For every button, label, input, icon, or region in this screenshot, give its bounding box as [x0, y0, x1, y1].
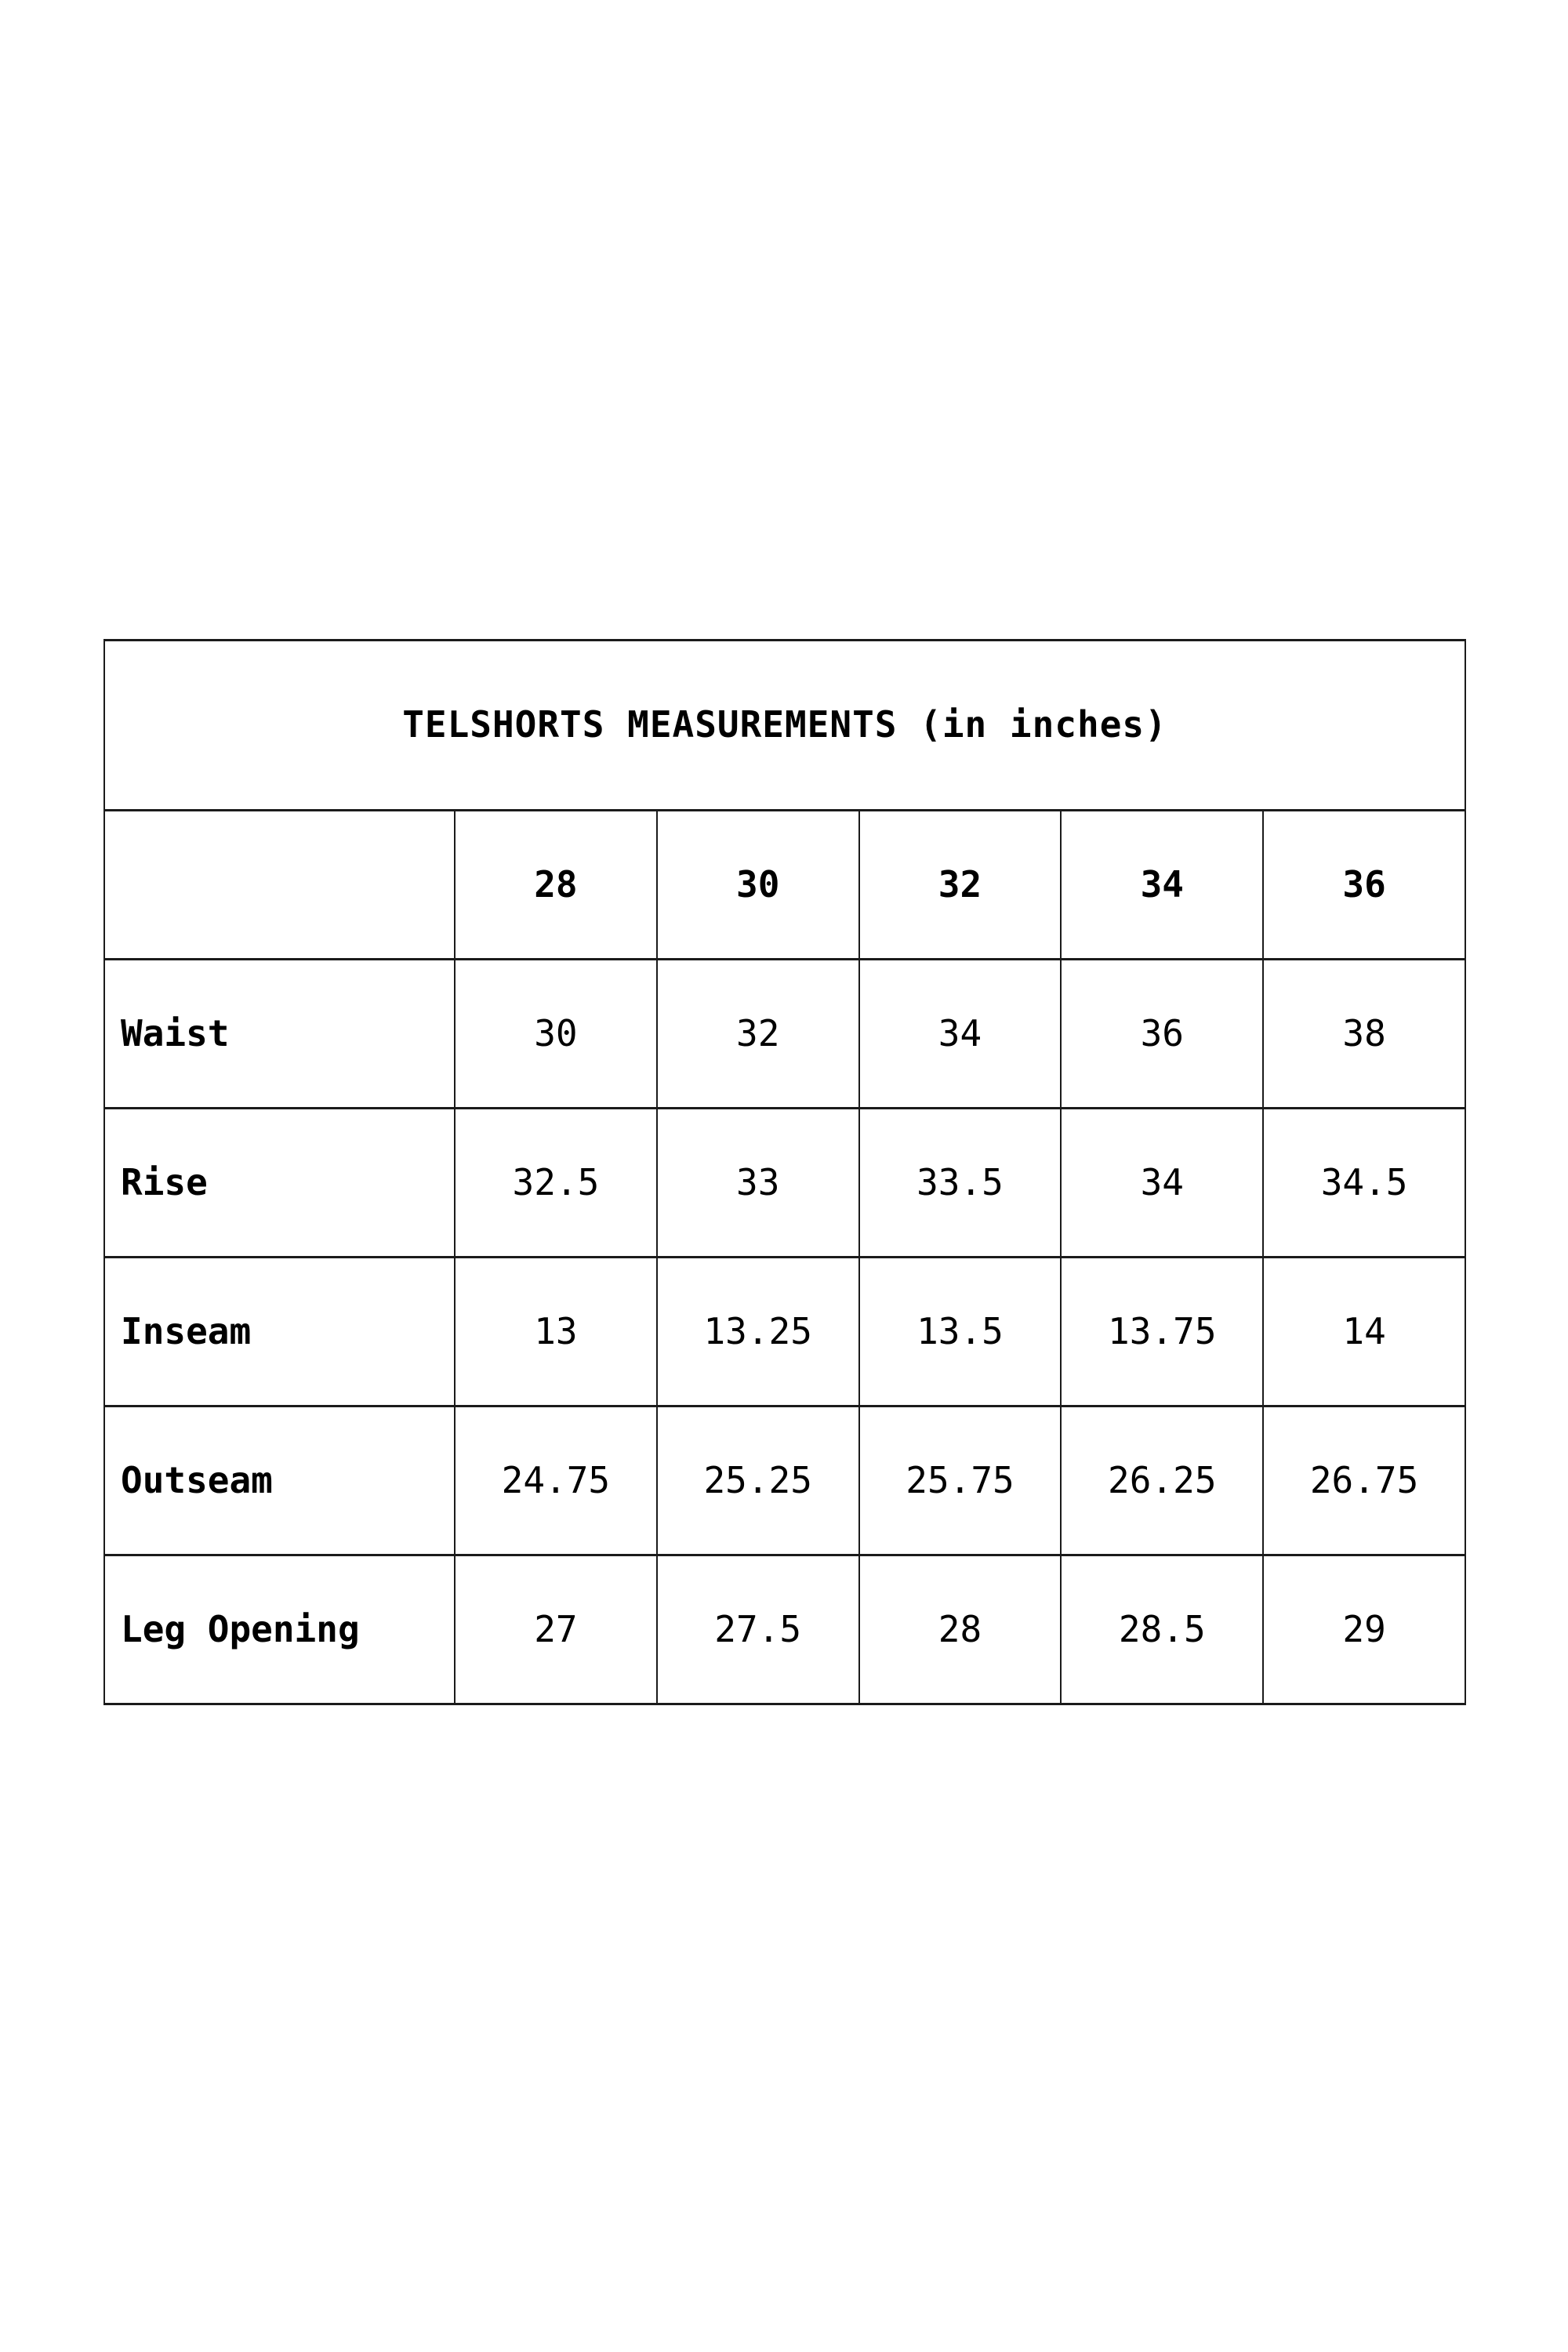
- measurement-value: 30: [454, 958, 658, 1109]
- measurement-row-waist: Waist 30 32 34 36 38: [103, 958, 1466, 1109]
- measurement-value: 32.5: [454, 1107, 658, 1258]
- measurement-row-rise: Rise 32.5 33 33.5 34 34.5: [103, 1107, 1466, 1258]
- measurement-row-leg-opening: Leg Opening 27 27.5 28 28.5 29: [103, 1554, 1466, 1705]
- size-column-header-34: 34: [1060, 809, 1265, 960]
- measurement-value: 38: [1262, 958, 1466, 1109]
- title-row: TELSHORTS MEASUREMENTS (in inches): [103, 639, 1466, 811]
- measurement-value: 28.5: [1060, 1554, 1265, 1705]
- row-label-waist: Waist: [103, 958, 456, 1109]
- measurement-value: 28: [858, 1554, 1062, 1705]
- size-header-row: 28 30 32 34 36: [103, 809, 1466, 960]
- size-column-header-28: 28: [454, 809, 658, 960]
- measurement-value: 36: [1060, 958, 1265, 1109]
- row-label-leg-opening: Leg Opening: [103, 1554, 456, 1705]
- measurement-value: 33.5: [858, 1107, 1062, 1258]
- row-label-inseam: Inseam: [103, 1256, 456, 1407]
- size-column-header-36: 36: [1262, 809, 1466, 960]
- measurement-value: 25.25: [655, 1405, 860, 1556]
- measurement-value: 32: [655, 958, 860, 1109]
- measurement-value: 24.75: [454, 1405, 658, 1556]
- measurement-value: 13.5: [858, 1256, 1062, 1407]
- corner-cell: [103, 809, 456, 960]
- measurement-value: 27.5: [655, 1554, 860, 1705]
- measurement-value: 33: [655, 1107, 860, 1258]
- measurement-value: 14: [1262, 1256, 1466, 1407]
- measurement-value: 13: [454, 1256, 658, 1407]
- measurement-value: 34: [1060, 1107, 1265, 1258]
- measurement-value: 29: [1262, 1554, 1466, 1705]
- measurement-value: 13.75: [1060, 1256, 1265, 1407]
- size-column-header-32: 32: [858, 809, 1062, 960]
- measurement-value: 27: [454, 1554, 658, 1705]
- size-column-header-30: 30: [655, 809, 860, 960]
- measurement-value: 34.5: [1262, 1107, 1466, 1258]
- measurement-value: 26.75: [1262, 1405, 1466, 1556]
- row-label-rise: Rise: [103, 1107, 456, 1258]
- measurement-value: 13.25: [655, 1256, 860, 1407]
- measurement-value: 25.75: [858, 1405, 1062, 1556]
- size-chart-table: TELSHORTS MEASUREMENTS (in inches) 28 30…: [103, 639, 1466, 1705]
- size-chart: TELSHORTS MEASUREMENTS (in inches) 28 30…: [103, 639, 1466, 1705]
- row-label-outseam: Outseam: [103, 1405, 456, 1556]
- measurement-row-outseam: Outseam 24.75 25.25 25.75 26.25 26.75: [103, 1405, 1466, 1556]
- measurement-value: 26.25: [1060, 1405, 1265, 1556]
- measurement-row-inseam: Inseam 13 13.25 13.5 13.75 14: [103, 1256, 1466, 1407]
- measurement-value: 34: [858, 958, 1062, 1109]
- table-title: TELSHORTS MEASUREMENTS (in inches): [103, 639, 1466, 811]
